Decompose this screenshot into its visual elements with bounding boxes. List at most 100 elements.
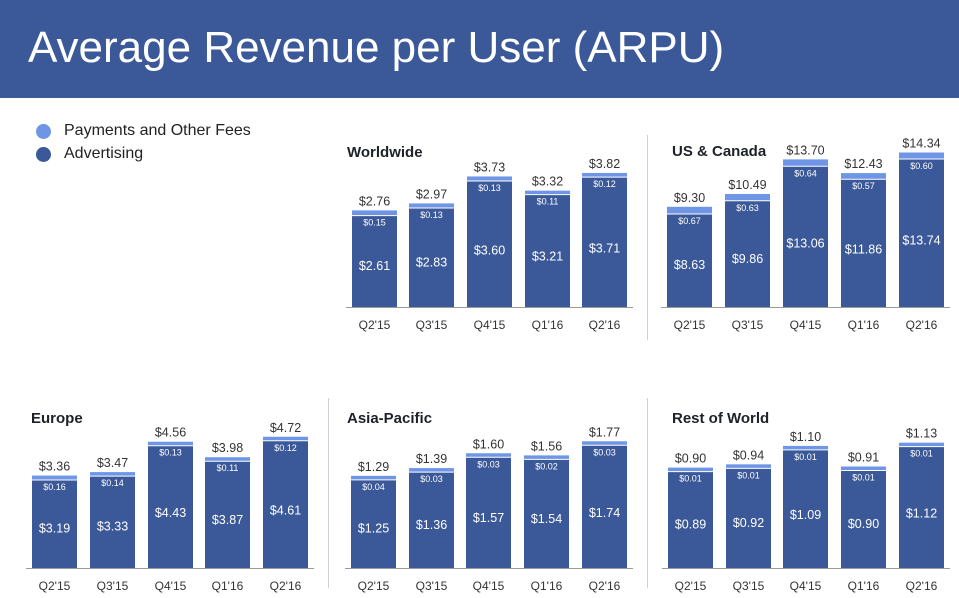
europe-bar-payments [263,436,308,441]
europe-bar-payments [148,441,193,446]
asia-pacific-label-advertising: $1.57 [473,511,504,525]
legend-label-payments: Payments and Other Fees [64,122,251,139]
europe-tick-label: Q4'15 [155,579,187,593]
asia-pacific-bar-payments [351,475,396,480]
us-canada-label-advertising: $13.74 [902,233,940,247]
rest-of-world-bar-payments [899,442,944,447]
worldwide-label-advertising: $3.71 [589,242,620,256]
europe-label-payments: $0.14 [101,478,124,488]
rest-of-world-label-advertising: $0.92 [733,516,764,530]
worldwide-tick-label: Q3'15 [416,318,448,332]
asia-pacific-bar-advertising [351,479,396,568]
worldwide-label-payments: $0.15 [363,218,386,228]
europe-bar-payments [205,457,250,462]
asia-pacific-bar-advertising [524,459,569,568]
rest-of-world-label-payments: $0.01 [679,474,702,484]
us-canada-tick-label: Q1'16 [848,318,880,332]
us-canada-label-total: $14.34 [902,136,940,150]
panel-title-asia-pacific: Asia-Pacific [347,410,433,427]
rest-of-world-tick-label: Q2'15 [675,579,707,593]
rest-of-world-bar-payments [783,445,828,450]
divider-top [647,135,648,340]
asia-pacific-label-total: $1.77 [589,425,620,439]
rest-of-world-label-advertising: $0.89 [675,518,706,532]
worldwide-bar-advertising [409,207,454,307]
worldwide-label-total: $3.73 [474,160,505,174]
europe-label-advertising: $4.61 [270,504,301,518]
asia-pacific-bar-payments [466,453,511,458]
panel-title-europe: Europe [31,410,83,427]
worldwide-bar-payments [525,190,570,195]
worldwide-bar-advertising [525,194,570,307]
rest-of-world-label-total: $0.90 [675,452,706,466]
asia-pacific-bar-payments [409,468,454,473]
asia-pacific-label-advertising: $1.36 [416,518,447,532]
worldwide-label-advertising: $2.61 [359,259,390,273]
rest-of-world-bar-payments [841,466,886,471]
rest-of-world-label-payments: $0.01 [794,452,817,462]
europe-label-total: $3.36 [39,460,70,474]
divider-bottom-right [647,398,648,588]
rest-of-world-bar-advertising [668,471,713,568]
worldwide-tick-label: Q1'16 [532,318,564,332]
us-canada-label-advertising: $8.63 [674,258,705,272]
us-canada-bar-payments [899,152,944,159]
europe-bar-payments [90,472,135,477]
worldwide-label-total: $3.32 [532,175,563,189]
asia-pacific-tick-label: Q1'16 [531,579,563,593]
asia-pacific-bar-advertising [582,445,627,568]
title-bar: Average Revenue per User (ARPU) [0,0,959,98]
us-canada-tick-label: Q2'16 [906,318,938,332]
asia-pacific-label-total: $1.60 [473,437,504,451]
europe-bar-advertising [32,479,77,568]
europe-tick-label: Q1'16 [212,579,244,593]
asia-pacific-label-advertising: $1.74 [589,506,620,520]
rest-of-world-label-total: $0.91 [848,451,879,465]
europe-label-payments: $0.16 [43,482,66,492]
rest-of-world-bar-payments [726,464,771,469]
worldwide-bar-payments [352,210,397,216]
europe-label-payments: $0.13 [159,448,182,458]
europe-label-total: $4.72 [270,421,301,435]
asia-pacific-label-total: $1.39 [416,452,447,466]
us-canada-bar-advertising [667,214,712,307]
asia-pacific-tick-label: Q2'16 [589,579,621,593]
europe-label-total: $4.56 [155,426,186,440]
rest-of-world-bar-advertising [783,449,828,568]
worldwide-label-payments: $0.12 [593,179,616,189]
asia-pacific-label-payments: $0.02 [535,461,558,471]
worldwide-tick-label: Q4'15 [474,318,506,332]
europe-bar-payments [32,475,77,480]
us-canada-bar-payments [725,193,770,201]
worldwide-bar-payments [582,172,627,178]
rest-of-world-bar-advertising [726,468,771,568]
asia-pacific-bar-payments [524,455,569,460]
us-canada-tick-label: Q2'15 [674,318,706,332]
rest-of-world-bar-advertising [841,470,886,568]
worldwide-label-advertising: $3.60 [474,243,505,257]
europe-label-advertising: $3.33 [97,520,128,534]
worldwide-bar-advertising [467,181,512,307]
europe-label-advertising: $4.43 [155,506,186,520]
us-canada-bar-advertising [783,166,828,307]
worldwide-label-advertising: $2.83 [416,255,447,269]
us-canada-bar-advertising [725,200,770,307]
rest-of-world-label-advertising: $0.90 [848,517,879,531]
us-canada-label-payments: $0.67 [678,216,701,226]
rest-of-world-label-total: $1.13 [906,427,937,441]
worldwide-label-payments: $0.13 [478,183,501,193]
asia-pacific-bar-advertising [409,472,454,568]
legend-swatch-advertising [36,147,51,162]
rest-of-world-tick-label: Q4'15 [790,579,822,593]
rest-of-world-label-advertising: $1.12 [906,506,937,520]
worldwide-bar-payments [409,203,454,208]
worldwide-label-total: $2.97 [416,187,447,201]
asia-pacific-label-payments: $0.04 [362,482,385,492]
rest-of-world-label-total: $0.94 [733,448,764,462]
europe-label-payments: $0.11 [217,463,239,473]
europe-label-advertising: $3.87 [212,513,243,527]
worldwide-label-total: $2.76 [359,194,390,208]
us-canada-label-advertising: $13.06 [786,237,824,251]
us-canada-bar-payments [841,173,886,180]
europe-label-total: $3.98 [212,441,243,455]
